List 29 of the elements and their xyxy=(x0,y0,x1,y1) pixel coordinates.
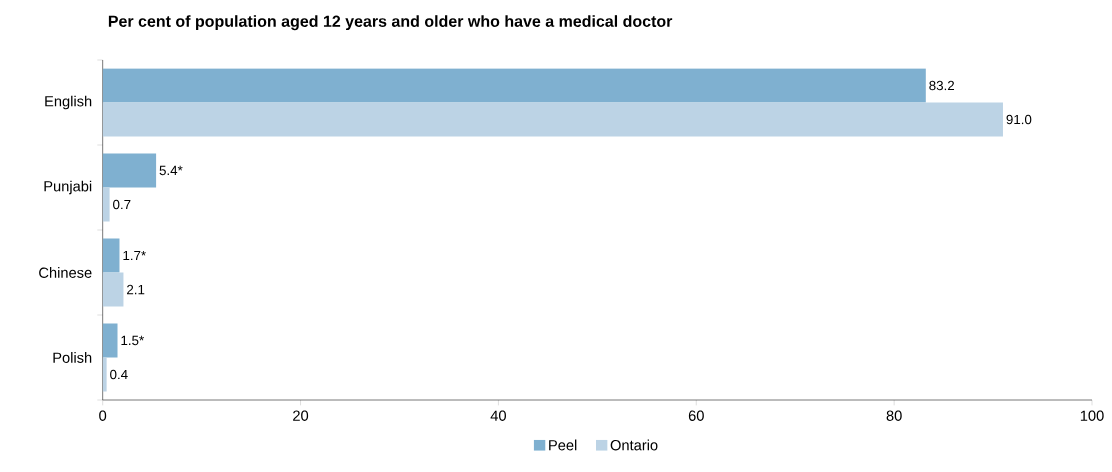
data-label: 1.5* xyxy=(121,335,144,346)
y-tick-label: Polish xyxy=(53,352,92,363)
data-label: 1.7* xyxy=(123,250,146,261)
x-tick-label: 80 xyxy=(886,410,902,421)
x-tick-label: 100 xyxy=(1080,410,1104,421)
x-tick-label: 60 xyxy=(688,410,704,421)
bar xyxy=(102,357,107,392)
data-label: 5.4* xyxy=(159,165,183,176)
data-label: 2.1 xyxy=(127,284,145,295)
data-label: 0.4 xyxy=(110,369,128,380)
y-tick-label: English xyxy=(45,95,92,110)
data-label: 0.7 xyxy=(113,199,131,210)
data-label: 91.0 xyxy=(1006,114,1032,125)
x-tick-label: 40 xyxy=(490,410,506,421)
bar xyxy=(102,153,157,188)
x-tick-label: 0 xyxy=(99,410,107,421)
bar xyxy=(102,102,1003,137)
data-label: 83.2 xyxy=(929,80,955,91)
legend-label: Ontario xyxy=(610,439,658,451)
bar xyxy=(102,68,926,103)
bar xyxy=(102,187,110,222)
x-tick-label: 20 xyxy=(293,410,309,421)
y-tick-label: Chinese xyxy=(39,267,92,278)
bar xyxy=(102,238,120,273)
chart-title: Per cent of population aged 12 years and older who have a medical doctor xyxy=(108,15,673,31)
bar xyxy=(102,272,124,307)
y-tick-label: Punjabi xyxy=(44,180,92,195)
bar xyxy=(102,323,118,358)
legend-label: Peel xyxy=(549,439,577,451)
